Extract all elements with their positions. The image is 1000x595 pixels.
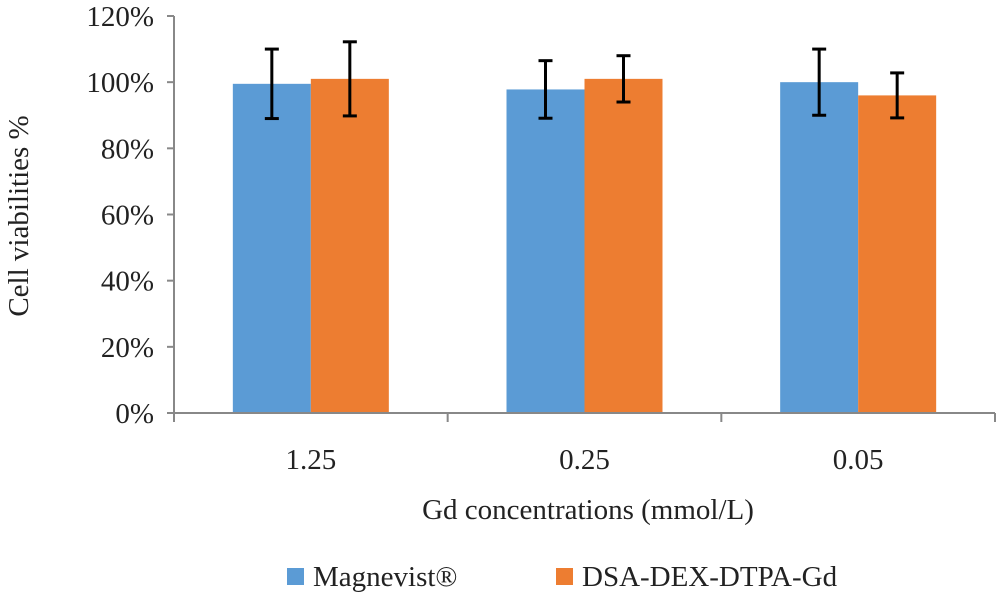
bar [584, 78, 663, 413]
bars [232, 78, 937, 414]
y-axis-ticks: 0% 20% 40% 60% 80% 100% 120% [86, 1, 174, 430]
y-axis-title: Cell viabilities % [3, 115, 35, 316]
y-tick-label: 60% [101, 200, 154, 232]
error-bars [264, 40, 905, 121]
bar [506, 89, 585, 413]
x-tick-label: 0.25 [559, 444, 610, 476]
legend: Magnevist® DSA-DEX-DTPA-Gd [287, 561, 838, 593]
bar [858, 95, 937, 414]
bar [310, 78, 389, 413]
y-tick-label: 0% [115, 398, 154, 430]
legend-swatch-magnevist [287, 568, 304, 585]
bar [780, 82, 859, 414]
x-axis-ticks: 1.25 0.25 0.05 [173, 413, 996, 476]
legend-swatch-dsa-dex-dtpa-gd [556, 568, 573, 585]
axes [173, 16, 995, 414]
y-tick-label: 20% [101, 332, 154, 364]
y-tick-label: 80% [101, 133, 154, 165]
x-tick-label: 1.25 [285, 444, 336, 476]
bar [232, 83, 311, 413]
x-axis-title: Gd concentrations (mmol/L) [422, 494, 754, 526]
y-tick-label: 40% [101, 266, 154, 298]
x-tick-label: 0.05 [833, 444, 884, 476]
y-tick-label: 100% [86, 67, 154, 99]
legend-label-magnevist: Magnevist® [313, 561, 457, 593]
y-tick-label: 120% [86, 1, 154, 33]
legend-label-dsa-dex-dtpa-gd: DSA-DEX-DTPA-Gd [582, 561, 838, 593]
